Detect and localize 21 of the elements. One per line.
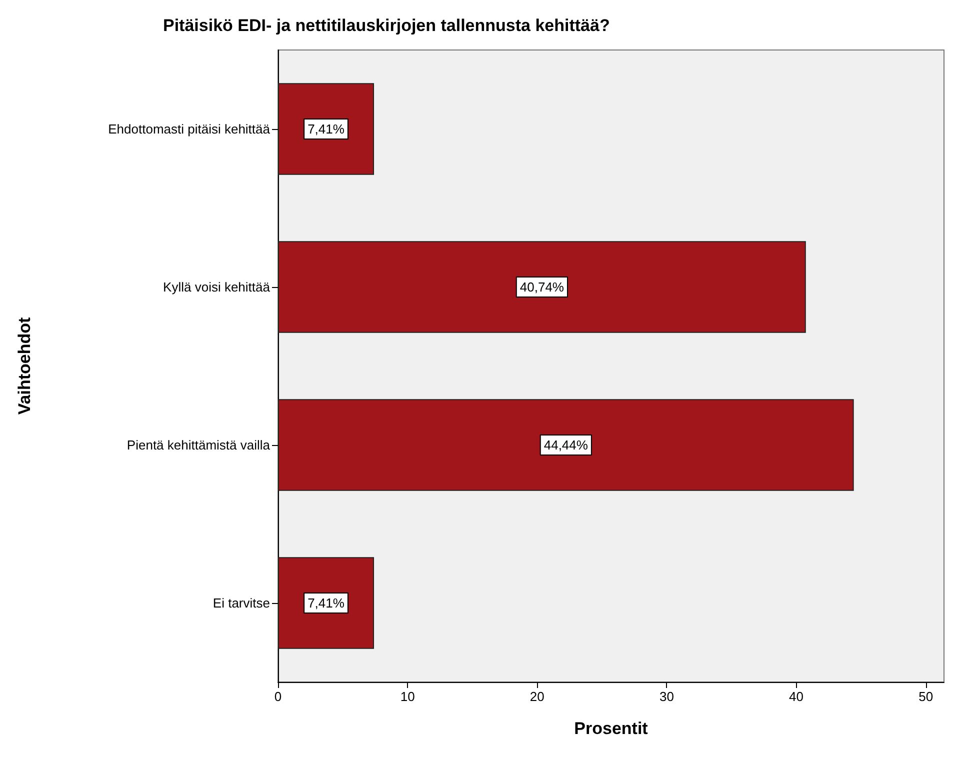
bar xyxy=(278,83,374,175)
x-tick-label: 50 xyxy=(918,689,934,704)
data-label: 44,44% xyxy=(544,438,588,452)
y-axis-title: Vaihtoehdot xyxy=(15,317,34,415)
x-axis-title: Prosentit xyxy=(574,719,648,738)
x-tick-label: 30 xyxy=(659,689,674,704)
data-label: 7,41% xyxy=(308,122,345,136)
bar xyxy=(278,241,806,333)
bar xyxy=(278,557,374,649)
y-tick-label: Ehdottomasti pitäisi kehittää xyxy=(108,122,271,136)
y-tick-label: Kyllä voisi kehittää xyxy=(163,280,271,294)
chart-title: Pitäisikö EDI- ja nettitilauskirjojen tallennusta kehittää? xyxy=(163,16,610,35)
bar xyxy=(278,399,854,491)
x-tick-label: 20 xyxy=(530,689,544,704)
data-label: 40,74% xyxy=(520,280,564,294)
x-tick-label: 40 xyxy=(789,689,804,704)
x-tick-label: 0 xyxy=(274,689,282,704)
y-tick-label: Ei tarvitse xyxy=(212,596,270,610)
data-label: 7,41% xyxy=(308,596,345,610)
y-tick-label: Pientä kehittämistä vailla xyxy=(126,438,271,452)
x-tick-label: 10 xyxy=(400,689,415,704)
